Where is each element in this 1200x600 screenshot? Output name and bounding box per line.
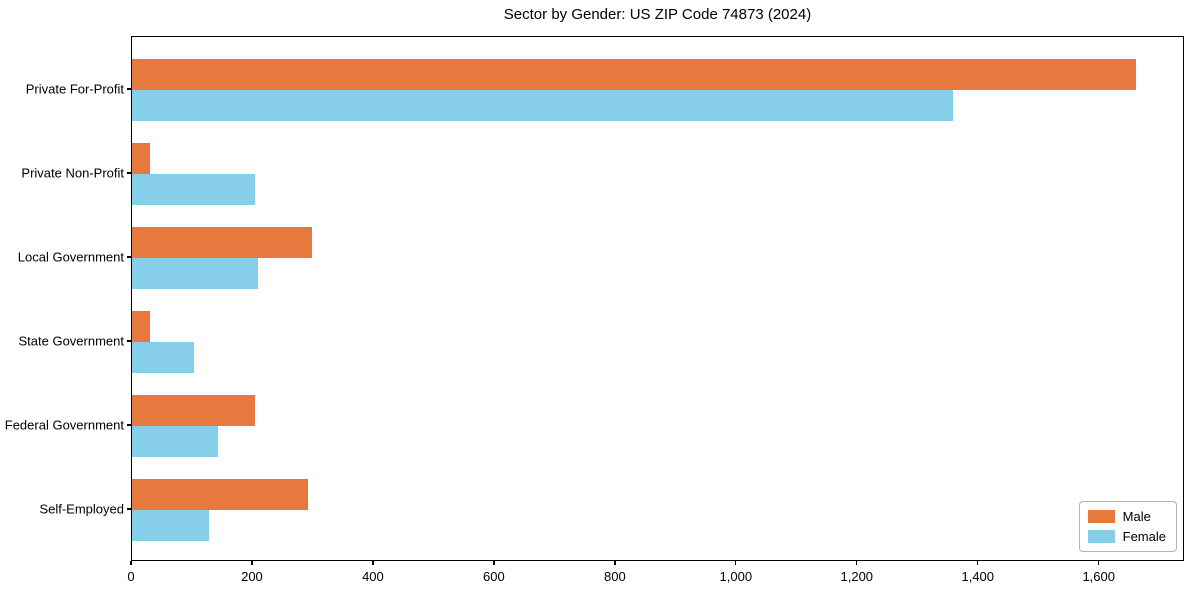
x-tick-label: 0: [127, 569, 135, 584]
legend-label-female: Female: [1122, 529, 1166, 544]
x-tick-label: 600: [483, 569, 505, 584]
y-tick-mark: [127, 340, 131, 342]
bar-male-state-government: [132, 311, 150, 342]
y-tick-mark: [127, 88, 131, 90]
x-tick-label: 1,400: [961, 569, 995, 584]
y-tick-mark: [127, 172, 131, 174]
y-tick-label-self-employed: Self-Employed: [39, 501, 124, 517]
y-tick-mark: [127, 508, 131, 510]
y-tick-label-local-government: Local Government: [17, 249, 124, 265]
legend-row-female: Female: [1087, 529, 1166, 544]
y-tick-mark: [127, 424, 131, 426]
plot-area: Male Female: [131, 36, 1184, 561]
bar-female-local-government: [132, 258, 258, 289]
x-tick-mark: [493, 561, 495, 565]
y-tick-label-private-non-profit: Private Non-Profit: [21, 165, 124, 181]
x-tick-mark: [130, 561, 132, 565]
x-tick-mark: [856, 561, 858, 565]
female-swatch: [1087, 530, 1115, 543]
x-tick-mark: [977, 561, 979, 565]
bar-female-private-for-profit: [132, 90, 953, 121]
bar-male-self-employed: [132, 479, 308, 510]
y-tick-label-federal-government: Federal Government: [4, 417, 124, 433]
bar-male-local-government: [132, 227, 312, 258]
chart-title: Sector by Gender: US ZIP Code 74873 (202…: [503, 6, 812, 23]
male-swatch: [1087, 510, 1115, 523]
bar-male-federal-government: [132, 395, 256, 426]
x-tick-label: 800: [604, 569, 626, 584]
bar-female-private-non-profit: [132, 174, 255, 205]
x-tick-label: 1,000: [719, 569, 753, 584]
x-tick-label: 1,200: [840, 569, 874, 584]
y-tick-label-state-government: State Government: [18, 333, 125, 349]
y-tick-mark: [127, 256, 131, 258]
bar-female-federal-government: [132, 426, 219, 457]
x-tick-label: 400: [362, 569, 384, 584]
x-tick-mark: [1098, 561, 1100, 565]
bar-male-private-for-profit: [132, 59, 1136, 90]
legend: Male Female: [1078, 501, 1177, 552]
x-tick-mark: [614, 561, 616, 565]
bar-male-private-non-profit: [132, 143, 151, 174]
x-tick-label: 200: [241, 569, 263, 584]
x-tick-mark: [735, 561, 737, 565]
bar-female-state-government: [132, 342, 195, 373]
x-tick-label: 1,600: [1082, 569, 1115, 584]
bar-female-self-employed: [132, 510, 209, 541]
x-tick-mark: [251, 561, 253, 565]
y-tick-label-private-for-profit: Private For-Profit: [25, 81, 124, 97]
legend-label-male: Male: [1122, 509, 1151, 524]
x-tick-mark: [372, 561, 374, 565]
legend-row-male: Male: [1087, 509, 1166, 524]
